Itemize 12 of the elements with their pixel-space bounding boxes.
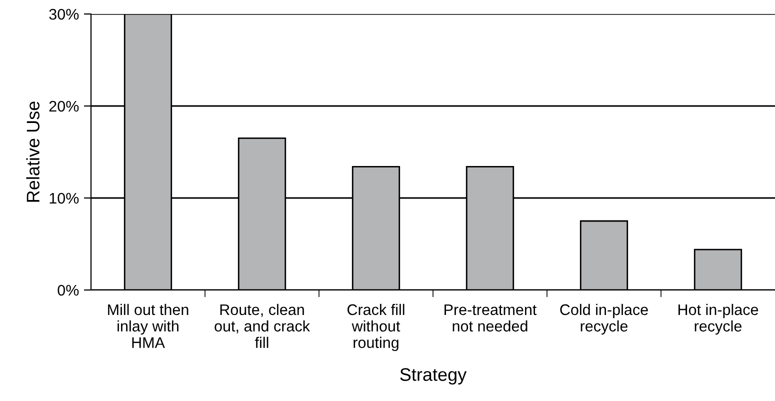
x-tick-label: Mill out then inlay with HMA	[108, 304, 188, 348]
x-tick-label: Crack fill without routing	[347, 304, 404, 352]
x-tick-label: Pre-treatment not needed	[444, 304, 537, 332]
y-tick-label: 20%	[49, 100, 79, 112]
y-tick-label: 30%	[49, 8, 79, 20]
x-tick-label: Cold in-place recycle	[560, 304, 648, 335]
y-tick-label: 10%	[50, 192, 79, 204]
x-axis-title: Strategy	[400, 368, 467, 385]
y-tick-label: 0%	[58, 284, 79, 296]
x-tick-label: Route, clean out, and crack fill	[214, 304, 310, 348]
x-tick-label: Hot in-place recycle	[678, 304, 758, 335]
y-axis-title: Relative Use	[26, 102, 40, 202]
